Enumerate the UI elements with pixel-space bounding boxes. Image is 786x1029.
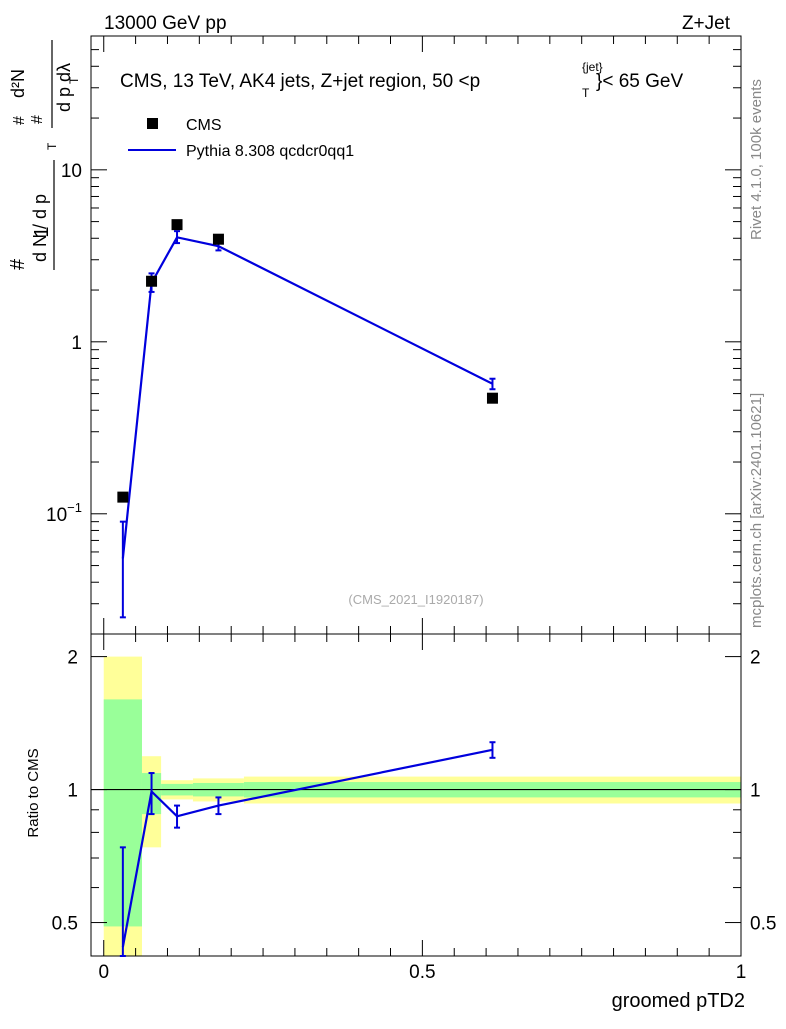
ylabel-d2n: d²N [8,69,28,98]
title-text: CMS, 13 TeV, AK4 jets, Z+jet region, 50 … [120,71,480,92]
header-right: Z+Jet [682,13,731,34]
main-ytick-label: 1 [71,333,82,354]
ratio-ytick-label: 1 [67,781,78,802]
ratio-ytick-label-right: 0.5 [750,914,776,935]
ylabel-sub-t: T [45,142,59,150]
legend-cms-marker [147,118,158,129]
ylabel-frac-bottom: d N / d p [30,194,50,262]
title-tail: }< 65 GeV [596,71,683,92]
legend: CMS Pythia 8.308 qcdcr0qq1 [128,117,354,160]
ylabel-hash3: # [29,115,46,124]
ratio-ytick-label-right: 1 [750,781,761,802]
ratio-ytick-label: 2 [67,648,78,669]
cms-point [117,491,129,503]
ratio-data-layer [119,741,496,957]
header-left: 13000 GeV pp [104,13,227,34]
main-data-layer [117,219,498,619]
main-ytick-label: 10 [61,161,82,182]
legend-pythia-label: Pythia 8.308 qcdcr0qq1 [186,143,354,160]
ratio-ytick-label-right: 2 [750,648,761,669]
ytick-base: 10 [46,505,67,526]
cms-point [146,275,158,287]
ylabel-frac-top: 1 [31,226,53,237]
title-sub: T [582,86,590,100]
main-ylabel: # 1 d N / d p T # d²N # d p dλ T [7,40,81,270]
ratio-plot-frame [90,633,742,957]
ratio-bands [103,656,742,956]
xtick-label: 1 [736,962,747,983]
ylabel-sub-t2: T [67,76,81,84]
cms-point [212,233,224,245]
main-title: CMS, 13 TeV, AK4 jets, Z+jet region, 50 … [120,60,683,100]
cms-point [486,392,498,404]
ylabel-hash: # [7,258,29,270]
xtick-label: 0 [98,962,109,983]
ylabel-hash2: # [11,116,28,125]
ratio-axis-ticks [91,634,742,956]
cms-point [171,219,183,231]
mcplots-label: mcplots.cern.ch [arXiv:2401.10621] [748,393,765,628]
main-axis-ticks [91,35,742,635]
title-sup: {jet} [582,60,603,74]
main-ytick-label: 10−1 [46,500,82,526]
ratio-ylabel: Ratio to CMS [25,748,42,837]
x-axis-label: groomed pTD2 [612,990,745,1012]
legend-cms-label: CMS [186,117,222,134]
ylabel-dpt-dl: d p dλ [54,63,74,112]
ratio-ytick-label: 0.5 [52,914,78,935]
ytick-exp: −1 [67,500,82,515]
analysis-id: (CMS_2021_I1920187) [348,592,483,607]
rivet-label: Rivet 4.1.0, 100k events [748,79,765,240]
ratio-line [121,748,493,948]
mc-line [121,236,493,559]
ratio-tick-labels: 0.5 0.5 1 1 2 2 0 0.5 1 [52,648,777,983]
xtick-label: 0.5 [409,962,435,983]
